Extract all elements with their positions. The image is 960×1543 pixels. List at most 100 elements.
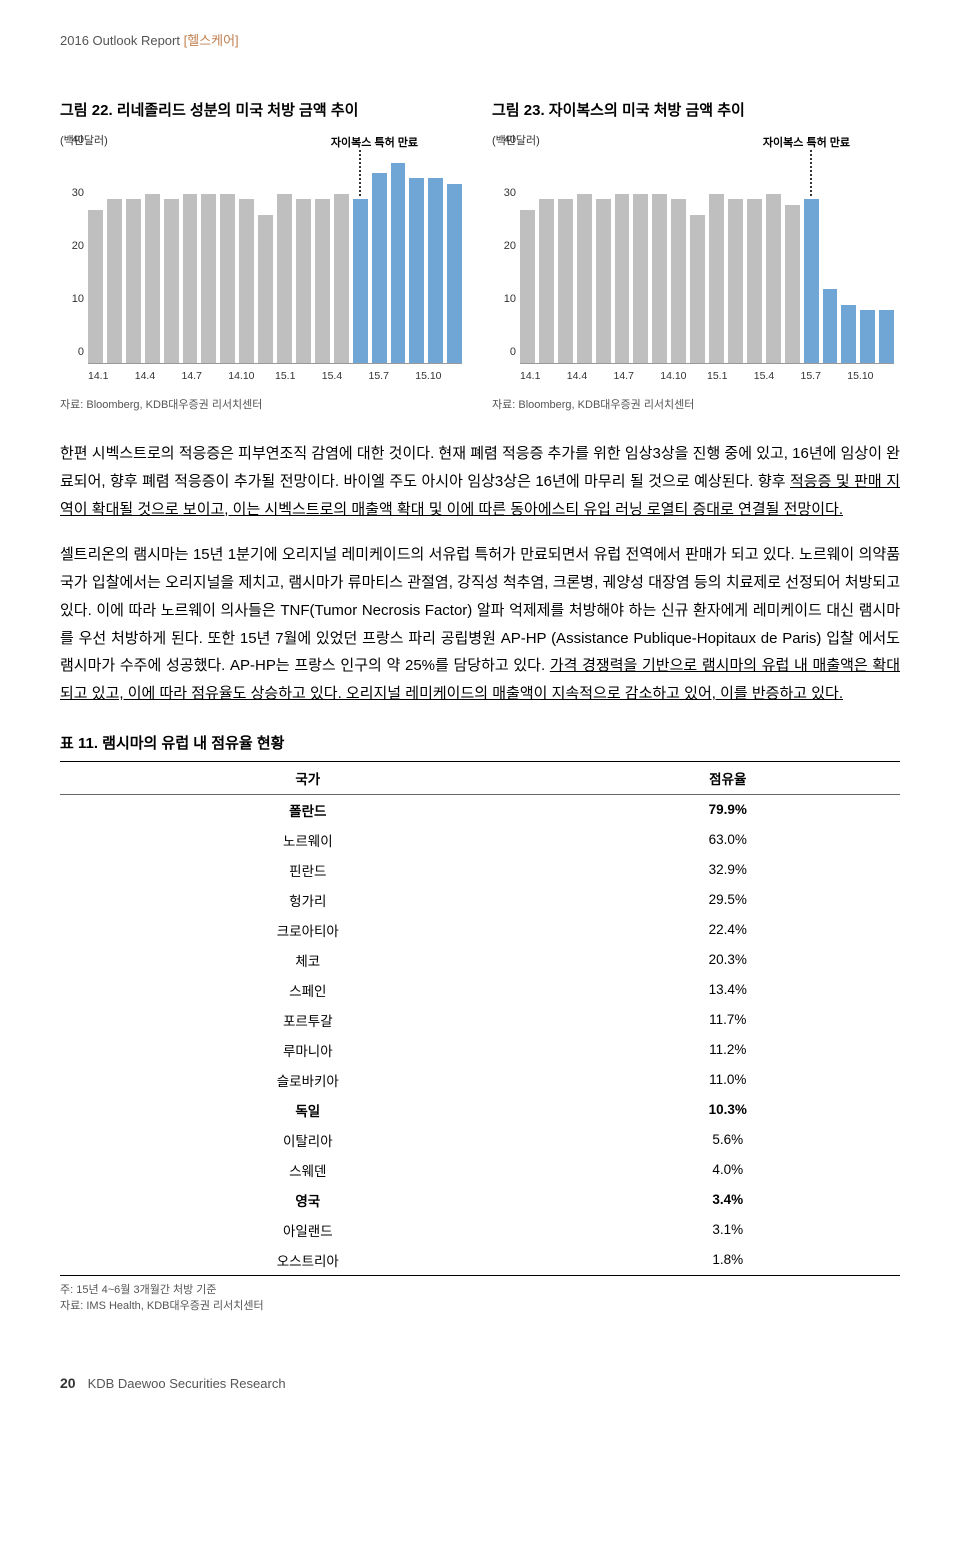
table-cell-country: 오스트리아 [60, 1245, 556, 1276]
chart-left: 그림 22. 리네졸리드 성분의 미국 처방 금액 추이 (백만달러) 자이복스… [60, 99, 468, 412]
table-title: 표 11. 램시마의 유럽 내 점유율 현황 [60, 732, 900, 753]
chart-right-box: (백만달러) 자이복스 특허 만료 010203040 14.114.414.7… [492, 132, 900, 392]
table-cell-country: 헝가리 [60, 885, 556, 915]
x-tick-label: 15.7 [369, 370, 416, 382]
x-tick-label: 14.7 [182, 370, 229, 382]
charts-row: 그림 22. 리네졸리드 성분의 미국 처방 금액 추이 (백만달러) 자이복스… [60, 99, 900, 412]
share-table: 국가 점유율 폴란드79.9%노르웨이63.0%핀란드32.9%헝가리29.5%… [60, 761, 900, 1276]
chart-right-xticks: 14.114.414.714.1015.115.415.715.10 [520, 370, 894, 382]
chart-bar [879, 310, 894, 363]
y-tick-label: 30 [492, 187, 516, 199]
chart-right-source: 자료: Bloomberg, KDB대우증권 리서치센터 [492, 396, 900, 412]
table-cell-country: 독일 [60, 1095, 556, 1125]
chart-left-xticks: 14.114.414.714.1015.115.415.715.10 [88, 370, 462, 382]
table-cell-country: 포르투갈 [60, 1005, 556, 1035]
table-row: 영국3.4% [60, 1185, 900, 1215]
table-header-row: 국가 점유율 [60, 761, 900, 794]
x-tick-label: 15.4 [754, 370, 801, 382]
chart-left-plot [88, 152, 462, 364]
chart-bar [615, 194, 630, 363]
chart-bar [785, 205, 800, 363]
chart-right-bars [520, 152, 894, 364]
table-cell-share: 11.2% [556, 1035, 900, 1065]
footer-text: KDB Daewoo Securities Research [88, 1376, 286, 1391]
table-row: 핀란드32.9% [60, 855, 900, 885]
table-cell-country: 폴란드 [60, 794, 556, 825]
chart-bar [804, 199, 819, 363]
x-tick-label: 15.1 [707, 370, 754, 382]
chart-bar [577, 194, 592, 363]
table-cell-country: 영국 [60, 1185, 556, 1215]
chart-bar [558, 199, 573, 363]
chart-right-annotation-label: 자이복스 특허 만료 [763, 134, 850, 150]
table-row: 슬로바키아11.0% [60, 1065, 900, 1095]
table-cell-share: 13.4% [556, 975, 900, 1005]
y-tick-label: 40 [60, 134, 84, 146]
table-cell-country: 노르웨이 [60, 825, 556, 855]
body-text: 한편 시벡스트로의 적응증은 피부연조직 감염에 대한 것이다. 현재 폐렴 적… [60, 440, 900, 708]
chart-left-yticks: 010203040 [60, 152, 84, 364]
table-cell-share: 1.8% [556, 1245, 900, 1276]
table-cell-share: 10.3% [556, 1095, 900, 1125]
table-cell-share: 20.3% [556, 945, 900, 975]
table-row: 독일10.3% [60, 1095, 900, 1125]
table-section: 표 11. 램시마의 유럽 내 점유율 현황 국가 점유율 폴란드79.9%노르… [60, 732, 900, 1315]
table-row: 노르웨이63.0% [60, 825, 900, 855]
table-head-share: 점유율 [556, 761, 900, 794]
chart-left-source: 자료: Bloomberg, KDB대우증권 리서치센터 [60, 396, 468, 412]
x-tick-label: 15.1 [275, 370, 322, 382]
chart-bar [520, 210, 535, 363]
table-row: 스페인13.4% [60, 975, 900, 1005]
chart-right: 그림 23. 자이복스의 미국 처방 금액 추이 (백만달러) 자이복스 특허 … [492, 99, 900, 412]
chart-bar [164, 199, 179, 363]
chart-bar [220, 194, 235, 363]
table-head-country: 국가 [60, 761, 556, 794]
chart-bar [334, 194, 349, 363]
table-cell-share: 29.5% [556, 885, 900, 915]
table-row: 폴란드79.9% [60, 794, 900, 825]
table-row: 스웨덴4.0% [60, 1155, 900, 1185]
chart-bar [747, 199, 762, 363]
table-cell-country: 스웨덴 [60, 1155, 556, 1185]
chart-bar [860, 310, 875, 363]
chart-bar [107, 199, 122, 363]
x-tick-label: 14.4 [567, 370, 614, 382]
table-row: 이탈리아5.6% [60, 1125, 900, 1155]
y-tick-label: 40 [492, 134, 516, 146]
report-title: 2016 Outlook Report [60, 33, 180, 48]
y-tick-label: 10 [60, 293, 84, 305]
chart-bar [652, 194, 667, 363]
table-row: 포르투갈11.7% [60, 1005, 900, 1035]
x-tick-label: 14.4 [135, 370, 182, 382]
table-row: 헝가리29.5% [60, 885, 900, 915]
page-footer: 20 KDB Daewoo Securities Research [60, 1375, 900, 1391]
table-cell-country: 슬로바키아 [60, 1065, 556, 1095]
paragraph-1: 한편 시벡스트로의 적응증은 피부연조직 감염에 대한 것이다. 현재 폐렴 적… [60, 440, 900, 523]
chart-left-annotation-label: 자이복스 특허 만료 [331, 134, 418, 150]
x-tick-label: 14.1 [88, 370, 135, 382]
table-cell-country: 핀란드 [60, 855, 556, 885]
chart-bar [315, 199, 330, 363]
chart-bar [145, 194, 160, 363]
table-cell-share: 3.1% [556, 1215, 900, 1245]
chart-bar [353, 199, 368, 363]
chart-bar [296, 199, 311, 363]
chart-bar [126, 199, 141, 363]
table-row: 체코20.3% [60, 945, 900, 975]
chart-bar [391, 163, 406, 363]
chart-bar [539, 199, 554, 363]
chart-bar [823, 289, 838, 363]
chart-bar [428, 178, 443, 363]
x-tick-label: 15.4 [322, 370, 369, 382]
y-tick-label: 20 [492, 240, 516, 252]
y-tick-label: 20 [60, 240, 84, 252]
chart-bar [728, 199, 743, 363]
chart-bar [258, 215, 273, 363]
chart-bar [201, 194, 216, 363]
table-cell-share: 4.0% [556, 1155, 900, 1185]
table-cell-share: 22.4% [556, 915, 900, 945]
y-tick-label: 0 [60, 346, 84, 358]
x-tick-label: 15.10 [847, 370, 894, 382]
table-cell-country: 루마니아 [60, 1035, 556, 1065]
chart-bar [447, 184, 462, 363]
